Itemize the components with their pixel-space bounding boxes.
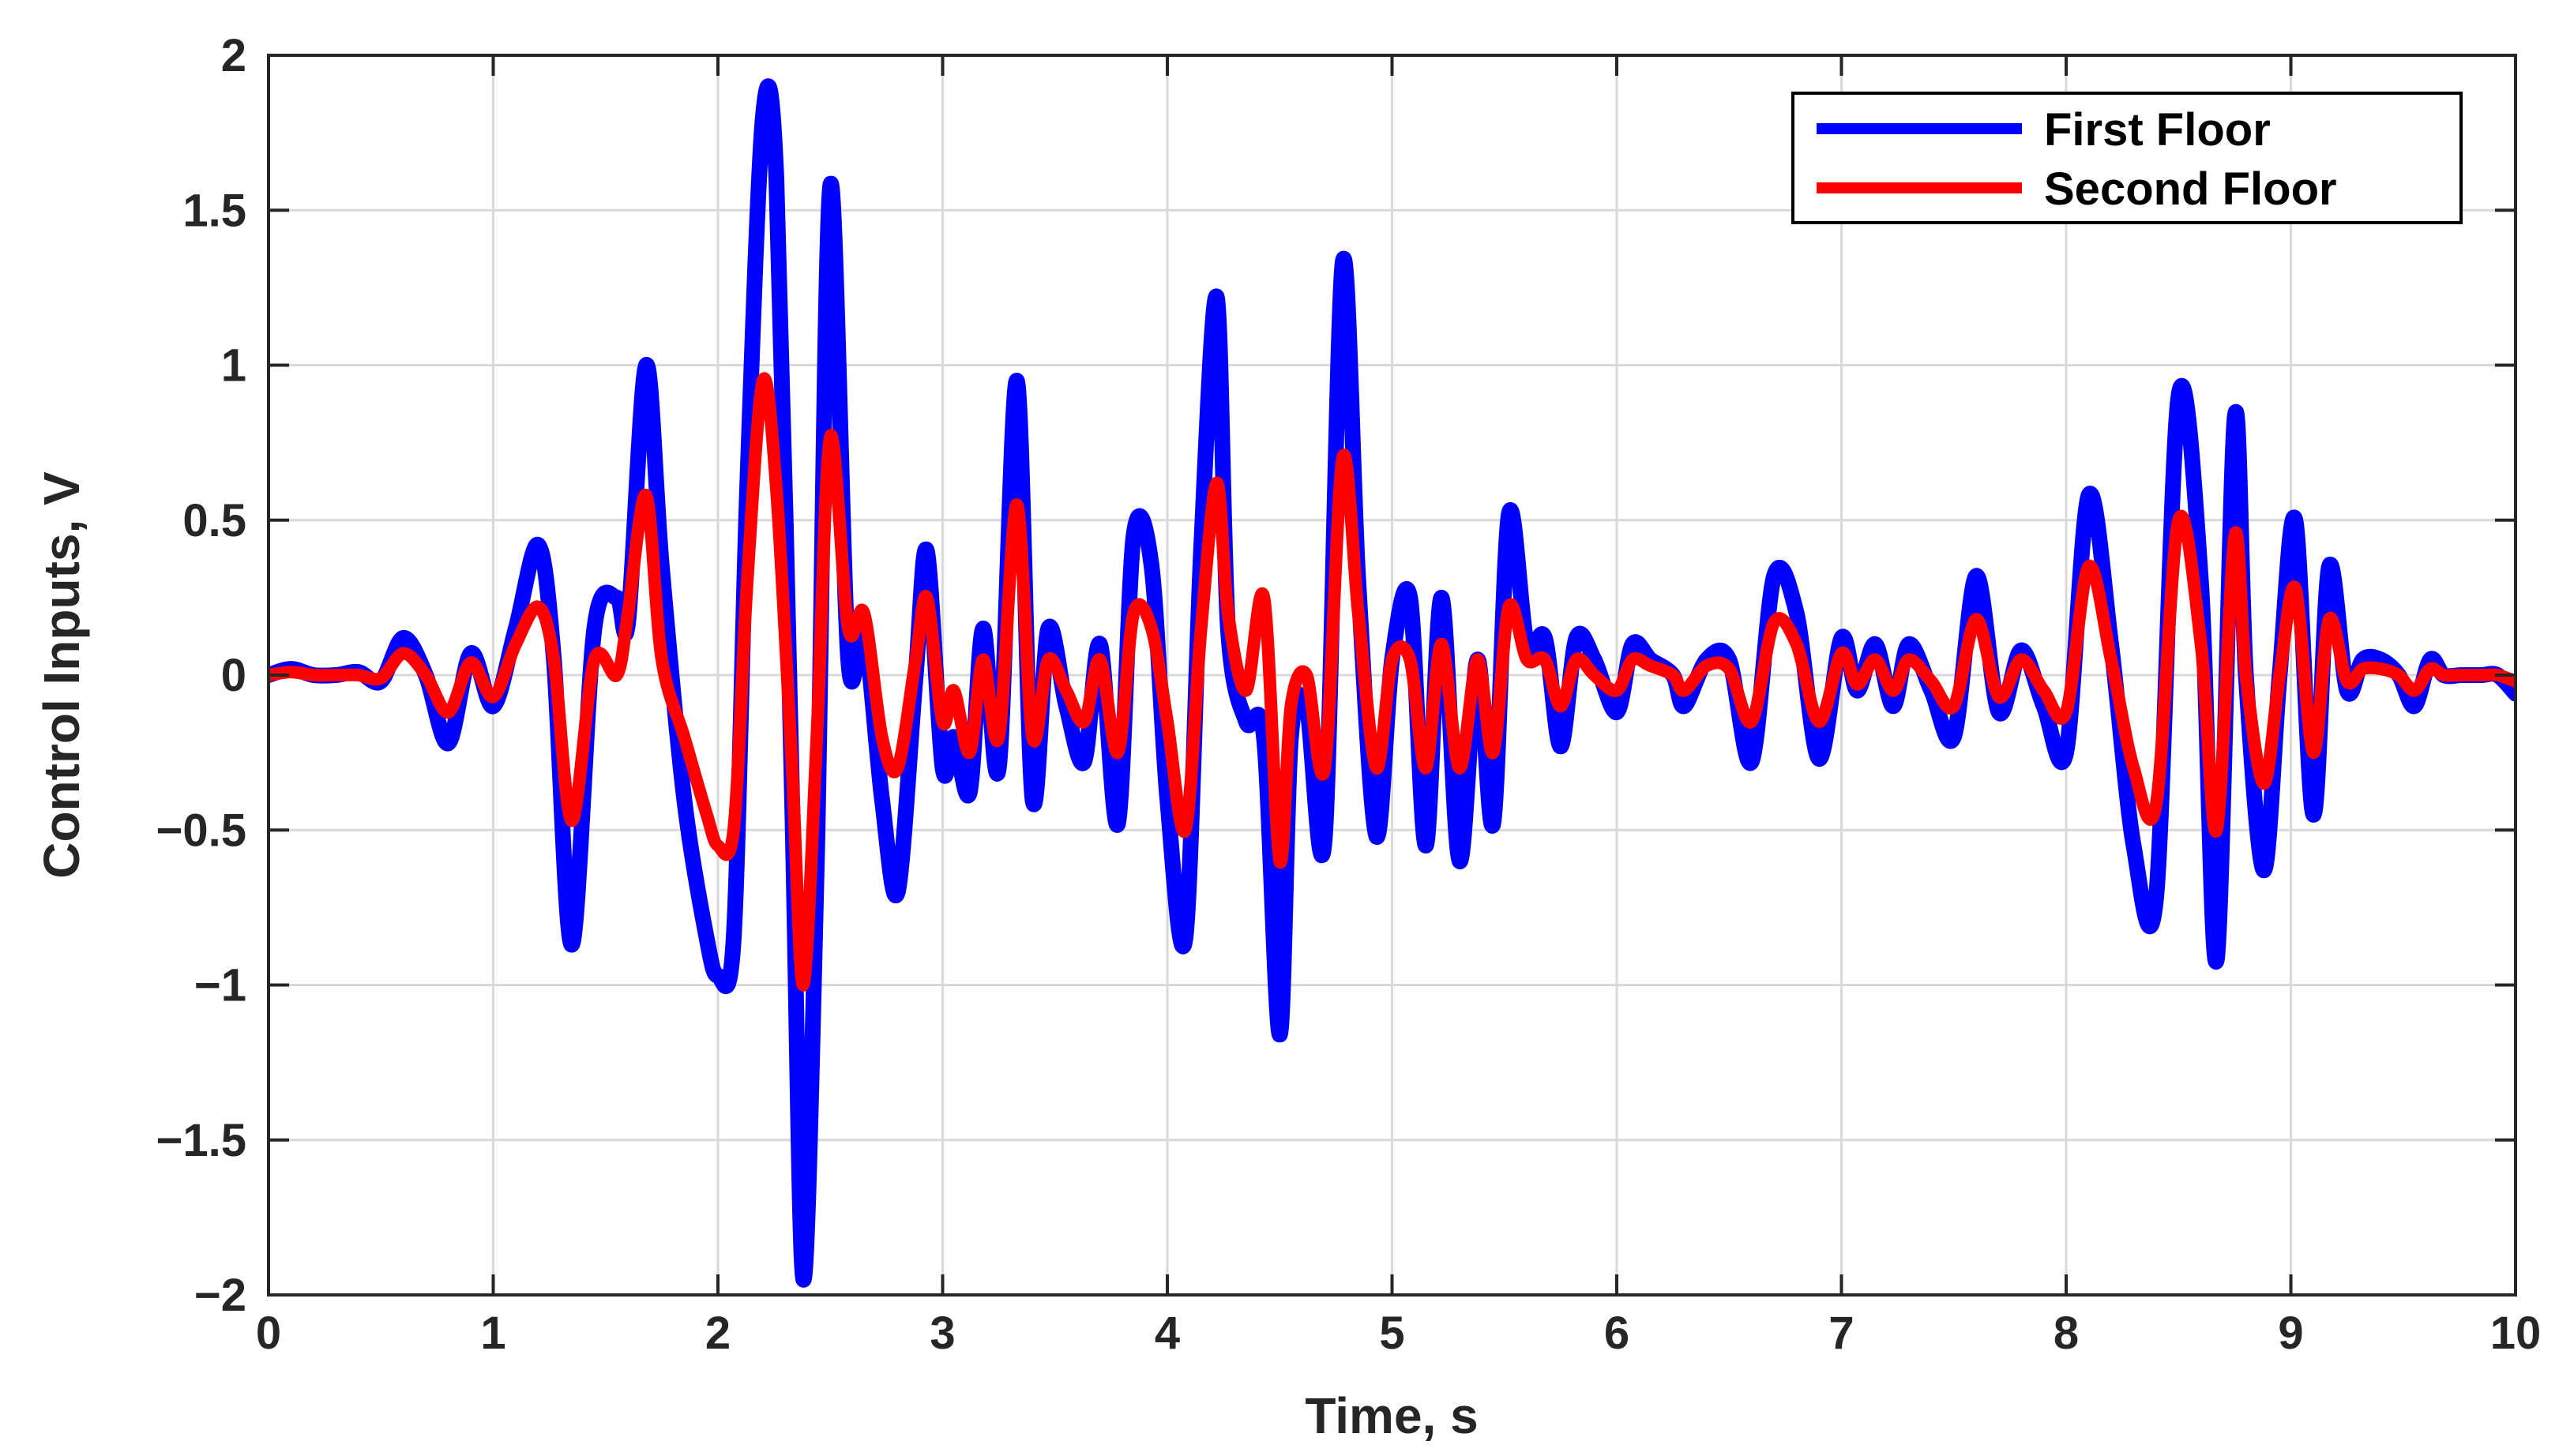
legend-label-first-floor: First Floor (2044, 104, 2271, 156)
x-axis-label: Time, s (1305, 1387, 1478, 1444)
y-tick-label: 0.5 (182, 495, 246, 546)
y-tick-label: −1 (194, 960, 246, 1011)
y-tick-label: −1.5 (156, 1115, 247, 1166)
legend-box (1791, 92, 2463, 224)
y-tick-label: 0 (221, 650, 246, 701)
x-tick-label: 7 (1828, 1308, 1854, 1359)
legend: First Floor Second Floor (1791, 92, 2463, 224)
x-tick-label: 3 (930, 1308, 955, 1359)
x-tick-label: 1 (480, 1308, 505, 1359)
y-tick-labels: 2 1.5 1 0.5 0 −0.5 −1 −1.5 −2 (156, 30, 247, 1321)
ticks (267, 54, 2517, 1297)
x-tick-labels: 0 1 2 3 4 5 6 7 8 9 10 (256, 1308, 2541, 1359)
x-tick-label: 9 (2278, 1308, 2303, 1359)
y-tick-label: 1 (221, 340, 246, 392)
x-tick-label: 2 (705, 1308, 731, 1359)
x-tick-label: 10 (2490, 1308, 2542, 1359)
x-tick-label: 5 (1379, 1308, 1404, 1359)
y-axis-label: Control Inputs, V (33, 471, 90, 879)
series-layer (269, 78, 2516, 1288)
x-tick-label: 8 (2054, 1308, 2079, 1359)
y-tick-label: −0.5 (156, 805, 247, 856)
x-tick-label: 0 (256, 1308, 281, 1359)
x-tick-label: 6 (1604, 1308, 1629, 1359)
x-tick-label: 4 (1155, 1308, 1180, 1359)
series-line-second-floor (269, 372, 2516, 992)
y-tick-label: −2 (194, 1270, 246, 1321)
y-tick-label: 2 (221, 30, 246, 81)
legend-label-second-floor: Second Floor (2044, 163, 2337, 215)
y-tick-label: 1.5 (182, 185, 246, 236)
